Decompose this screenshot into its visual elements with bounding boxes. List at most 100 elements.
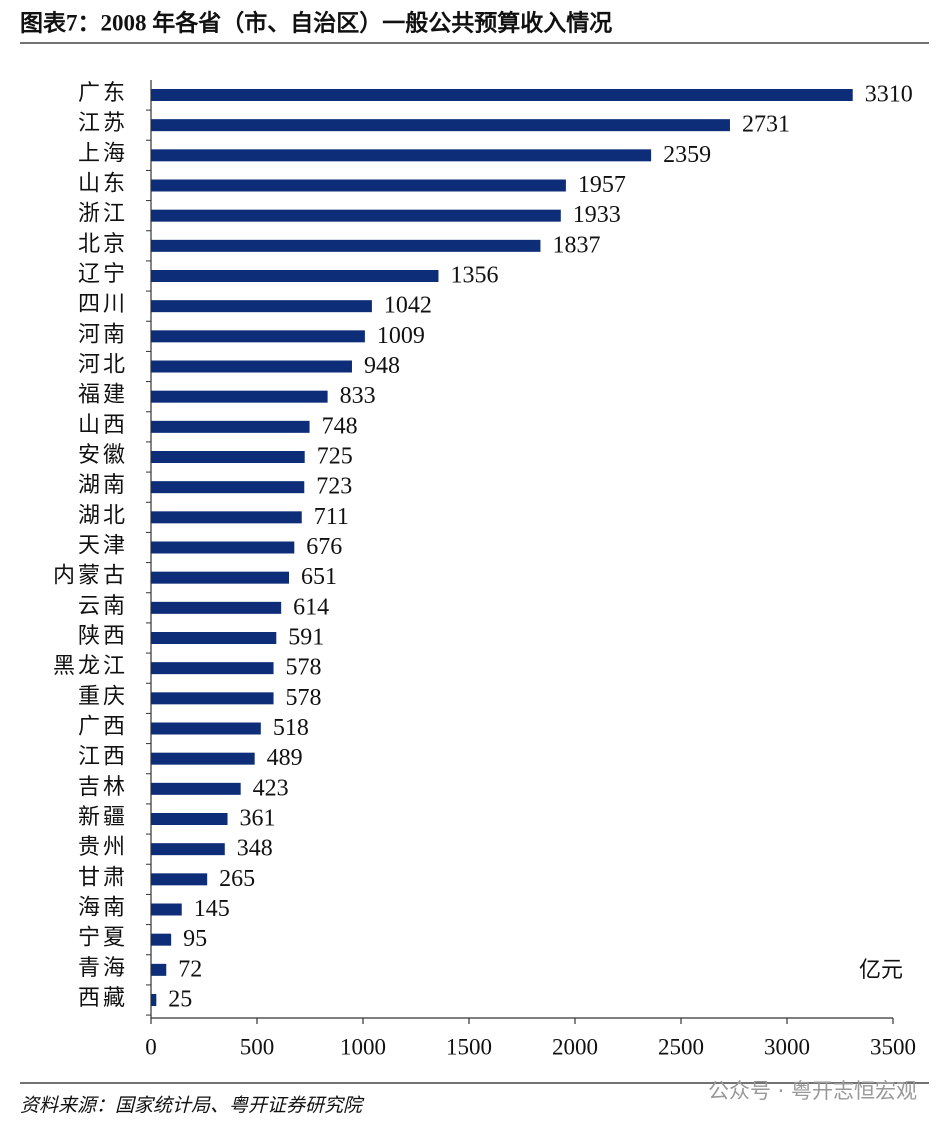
bar (151, 662, 274, 675)
bar (151, 782, 241, 795)
bar (151, 752, 255, 765)
bar (151, 239, 541, 252)
y-tick-label: 广西 (78, 714, 128, 739)
bar (151, 390, 328, 403)
value-label: 423 (253, 775, 289, 801)
y-tick-label: 上海 (78, 140, 128, 165)
bar (151, 571, 290, 584)
value-label: 578 (286, 685, 322, 711)
value-label: 948 (364, 353, 400, 379)
bar (151, 632, 277, 644)
y-tick-label: 宁夏 (78, 925, 128, 950)
y-tick-label: 海南 (78, 895, 128, 920)
bar (151, 209, 561, 222)
value-label: 3310 (865, 82, 913, 108)
y-tick-label: 西藏 (78, 985, 128, 1010)
bar (151, 481, 305, 494)
y-tick-label: 福建 (78, 382, 128, 407)
value-label: 95 (183, 926, 207, 952)
bar (151, 149, 652, 162)
x-tick-label: 2000 (552, 1034, 598, 1059)
x-tick-label: 3000 (764, 1034, 810, 1059)
value-label: 725 (317, 444, 353, 470)
y-tick-label: 江苏 (78, 110, 128, 135)
unit-label: 亿元 (859, 957, 903, 982)
x-tick-label: 2500 (658, 1034, 704, 1059)
x-tick-label: 500 (240, 1034, 275, 1059)
bar (151, 963, 167, 976)
y-tick-label: 黑龙江 (53, 653, 128, 678)
value-label: 145 (194, 896, 230, 922)
value-label: 676 (306, 534, 342, 560)
bar (151, 420, 310, 433)
value-label: 518 (273, 715, 309, 741)
bar (151, 722, 261, 735)
bar (151, 933, 172, 946)
value-label: 591 (288, 625, 324, 651)
value-label: 265 (219, 866, 255, 892)
bar (151, 360, 352, 373)
y-tick-label: 湖北 (78, 502, 128, 527)
y-tick-label: 重庆 (78, 683, 128, 708)
value-label: 348 (237, 836, 273, 862)
value-label: 1009 (377, 323, 425, 349)
y-tick-label: 河北 (78, 352, 128, 377)
value-label: 25 (168, 987, 192, 1013)
y-tick-label: 湖南 (78, 472, 128, 497)
bar (151, 813, 228, 825)
y-tick-label: 北京 (78, 231, 128, 256)
value-label: 2731 (742, 112, 790, 138)
bar (151, 903, 182, 916)
y-tick-label: 云南 (78, 593, 128, 618)
value-label: 1957 (578, 172, 626, 198)
y-tick-label: 辽宁 (78, 261, 128, 286)
bar (151, 511, 302, 524)
y-tick-label: 河南 (78, 321, 128, 346)
y-tick-label: 新疆 (78, 804, 128, 829)
bar (151, 270, 439, 282)
y-tick-label: 陕西 (78, 623, 128, 648)
bar (151, 179, 566, 192)
y-tick-label: 安徽 (78, 442, 128, 467)
x-tick-label: 0 (145, 1034, 157, 1059)
value-label: 361 (240, 806, 276, 832)
value-label: 2359 (663, 142, 711, 168)
x-tick-label: 3500 (870, 1034, 916, 1059)
y-tick-label: 广东 (78, 80, 128, 105)
bar (151, 89, 853, 101)
y-tick-label: 天津 (78, 533, 128, 558)
value-label: 1933 (573, 202, 621, 228)
value-label: 72 (178, 956, 202, 982)
value-label: 748 (322, 413, 358, 439)
y-tick-label: 内蒙古 (53, 563, 128, 588)
bar (151, 541, 295, 554)
y-tick-label: 山东 (78, 171, 128, 196)
y-tick-label: 浙江 (78, 201, 128, 226)
bar (151, 692, 274, 705)
y-tick-label: 山西 (78, 412, 128, 437)
value-label: 578 (286, 655, 322, 681)
y-tick-label: 吉林 (78, 774, 128, 799)
y-tick-label: 青海 (78, 955, 128, 980)
value-label: 1042 (384, 293, 432, 319)
y-tick-label: 四川 (78, 291, 128, 316)
source-note: 资料来源：国家统计局、粤开证券研究院 (20, 1094, 365, 1116)
x-tick-label: 1000 (340, 1034, 386, 1059)
bar (151, 451, 305, 463)
y-tick-label: 甘肃 (78, 864, 128, 889)
watermark: 公众号 · 粤开志恒宏观 (708, 1079, 917, 1103)
chart-title: 图表7：2008 年各省（市、自治区）一般公共预算收入情况 (20, 9, 612, 35)
bar (151, 601, 282, 614)
y-tick-label: 贵州 (78, 834, 128, 859)
value-label: 723 (316, 474, 352, 500)
value-label: 711 (314, 504, 349, 530)
y-tick-label: 江西 (78, 744, 128, 769)
value-label: 614 (293, 594, 329, 620)
bar (151, 843, 225, 856)
bar (151, 994, 157, 1006)
bar (151, 119, 730, 132)
value-label: 1837 (552, 232, 600, 258)
value-label: 1356 (450, 263, 498, 289)
bar (151, 300, 372, 313)
